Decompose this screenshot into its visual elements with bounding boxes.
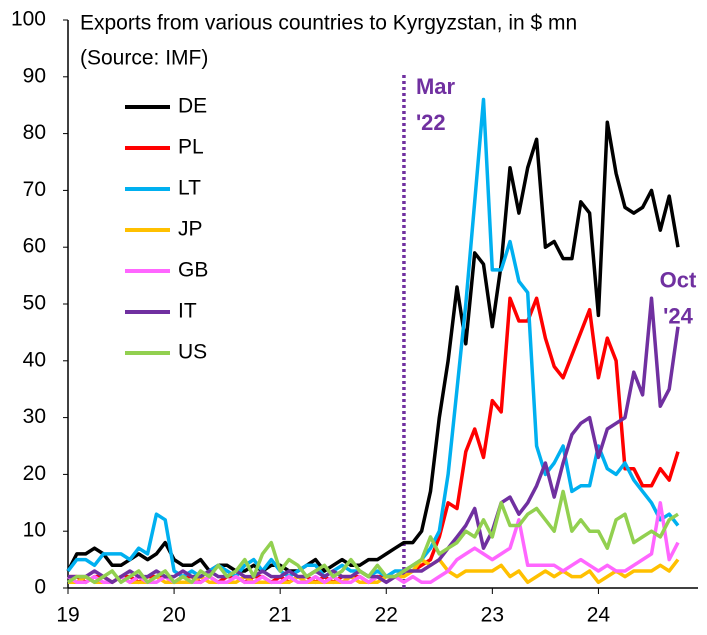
chart-subtitle: (Source: IMF) [80,47,208,70]
x-tick-label: 19 [56,604,79,627]
y-tick-label: 70 [23,178,46,201]
y-tick-label: 100 [11,8,46,31]
series-line [68,296,680,585]
legend-label: US [178,341,207,364]
y-tick-label: 90 [23,64,46,87]
x-tick-label: 24 [587,604,611,627]
annotation: Oct '24 [660,267,697,328]
x-tick-label: 21 [268,604,291,627]
legend-label: GB [178,259,208,282]
y-tick-label: 0 [34,576,46,599]
y-tick-label: 30 [23,405,46,428]
y-tick-label: 80 [23,121,46,144]
x-tick-label: 20 [162,604,185,627]
legend-label: PL [178,136,204,159]
series-line [68,296,680,585]
x-tick-label: 22 [375,604,398,627]
y-tick-label: 50 [23,292,46,315]
legend-label: JP [178,218,203,241]
y-tick-label: 40 [23,348,46,371]
y-tick-label: 60 [23,235,46,258]
legend-label: IT [178,300,197,323]
chart-title: Exports from various countries to Kyrgyz… [80,12,577,35]
series-line [67,489,679,585]
series-line [66,97,680,579]
series-line [68,557,680,585]
y-tick-label: 20 [23,462,46,485]
x-tick-label: 23 [481,604,504,627]
y-tick-label: 10 [23,519,46,542]
legend-label: LT [178,177,201,200]
annotation: Mar '22 [416,74,456,135]
legend-label: DE [178,95,207,118]
